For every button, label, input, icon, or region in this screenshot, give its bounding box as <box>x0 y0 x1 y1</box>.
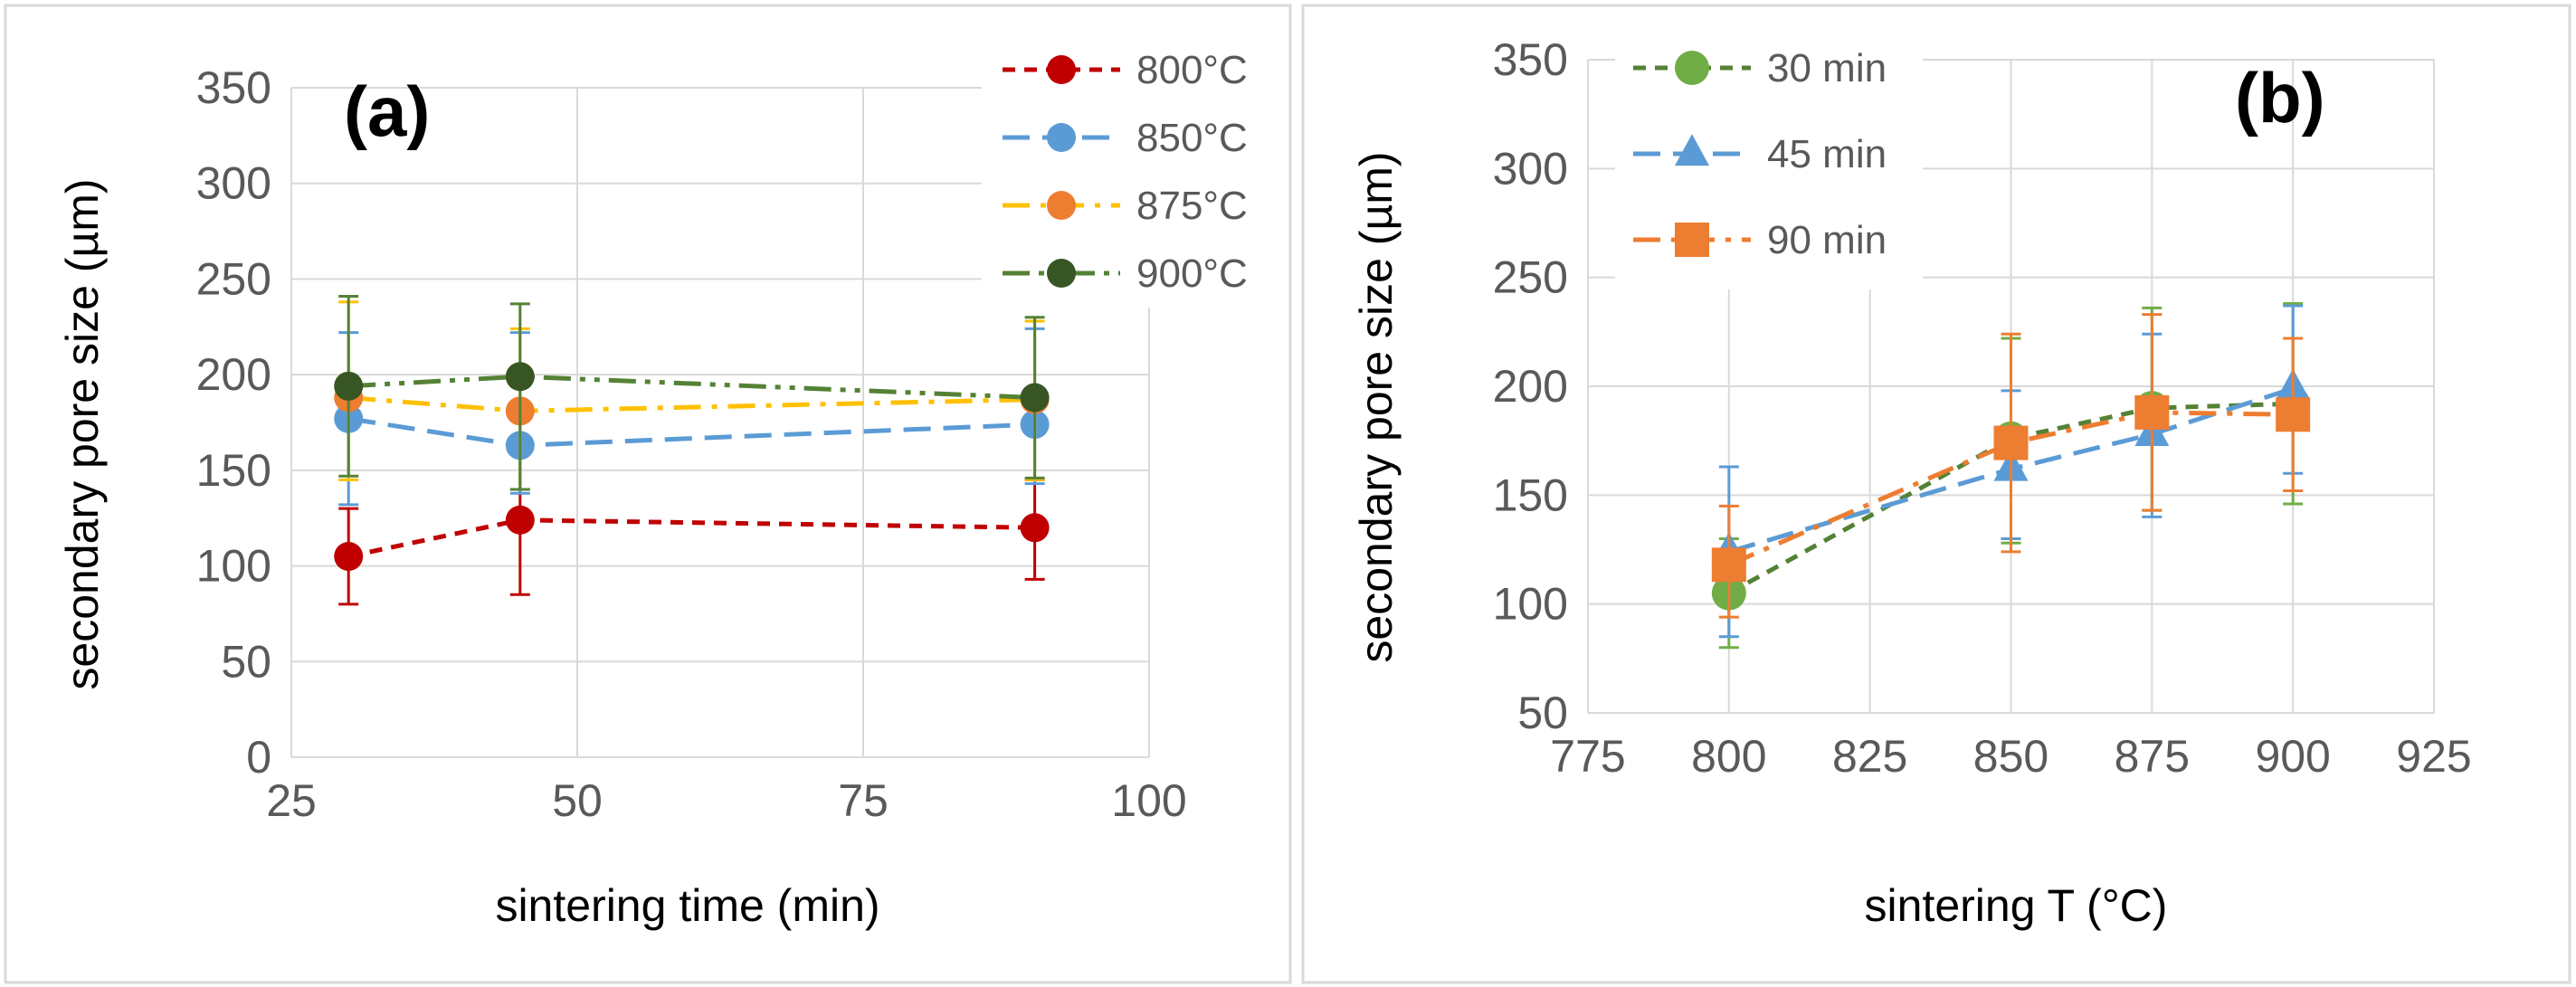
panel-a-x-tick-label: 100 <box>1111 775 1186 826</box>
panel-a-legend-marker <box>1047 55 1076 84</box>
panel-b-label: (b) <box>2235 58 2325 138</box>
panel-b-x-tick-label: 800 <box>1691 731 1766 782</box>
panel-a-legend-entry: 875°C <box>1003 184 1248 228</box>
panel-a-legend-entry: 850°C <box>1003 116 1248 160</box>
panel-a-legend: 800°C 850°C 875°C 900°C <box>1003 48 1248 296</box>
panel-b-legend-entry: 30 min <box>1633 46 1887 90</box>
panel-a-y-tick-label: 150 <box>196 445 271 496</box>
panel-a-y-axis-title: secondary pore size (µm) <box>57 178 108 689</box>
panel-b-data-point <box>1993 425 2029 460</box>
panel-a-data-point <box>334 542 364 571</box>
panel-a-data-point <box>1020 513 1050 543</box>
panel-a-y-tick-label: 0 <box>246 732 271 783</box>
panel-b-x-tick-label: 775 <box>1550 731 1625 782</box>
panel-a-label: (a) <box>344 71 430 151</box>
panel-a-legend-entry: 800°C <box>1003 48 1248 92</box>
panel-b: 50 100 150 200 250 300 350 775 800 825 850 875 900 9… <box>1351 32 2472 931</box>
panel-b-x-ticks: 775 800 825 850 875 900 925 <box>1550 731 2471 782</box>
panel-a-legend-marker <box>1047 123 1076 152</box>
panel-a-x-tick-label: 25 <box>266 775 317 826</box>
panel-a-y-tick-label: 50 <box>221 636 271 687</box>
panel-b-legend-box <box>1615 32 1923 289</box>
panel-b-series-2 <box>1711 313 2311 619</box>
panel-b-y-tick-label: 350 <box>1493 34 1568 85</box>
panel-b-data-point <box>2134 394 2170 430</box>
panel-a-legend-label: 800°C <box>1136 48 1248 92</box>
panel-a-data-point <box>1020 383 1050 413</box>
panel-b-y-tick-label: 250 <box>1493 252 1568 303</box>
panel-a-legend-label: 850°C <box>1136 116 1248 160</box>
panel-b-x-tick-label: 900 <box>2255 731 2330 782</box>
panel-a-data-point <box>505 362 535 392</box>
panel-a-legend-entry: 900°C <box>1003 251 1248 296</box>
panel-a: 0 50 100 150 200 250 300 350 25 50 75 100 (a) sint… <box>57 36 1280 931</box>
panel-a-series-3 <box>334 294 1050 491</box>
panel-b-legend: 30 min 45 min 90 min <box>1633 46 1887 262</box>
panel-b-series-layer <box>1711 302 2311 650</box>
panel-b-legend-label: 45 min <box>1767 132 1887 176</box>
panel-a-legend-label: 900°C <box>1136 251 1248 296</box>
panel-b-legend-marker <box>1675 134 1709 166</box>
panel-b-x-tick-label: 875 <box>2115 731 2190 782</box>
panel-b-x-tick-label: 925 <box>2396 731 2471 782</box>
panel-b-data-point <box>1711 547 1746 583</box>
panel-b-y-tick-label: 200 <box>1493 361 1568 412</box>
panel-b-y-tick-label: 150 <box>1493 470 1568 520</box>
panel-b-y-tick-label: 50 <box>1517 688 1568 738</box>
panel-b-x-tick-label: 825 <box>1832 731 1907 782</box>
panel-a-y-tick-label: 350 <box>196 62 271 113</box>
panel-a-legend-box <box>982 36 1280 308</box>
panel-b-legend-entry: 90 min <box>1633 218 1887 262</box>
panel-b-legend-label: 30 min <box>1767 46 1887 90</box>
panel-b-legend-entry: 45 min <box>1633 132 1887 176</box>
panel-a-x-tick-label: 75 <box>838 775 889 826</box>
panel-a-y-tick-label: 200 <box>196 349 271 400</box>
panel-b-y-ticks: 50 100 150 200 250 300 350 <box>1493 34 1568 738</box>
panel-a-y-tick-label: 250 <box>196 253 271 304</box>
panel-a-x-tick-label: 50 <box>552 775 603 826</box>
panel-b-legend-marker <box>1675 51 1709 85</box>
panel-a-y-tick-label: 100 <box>196 541 271 592</box>
panel-a-y-tick-label: 300 <box>196 158 271 209</box>
panel-a-legend-marker <box>1047 259 1076 288</box>
panel-b-series-line <box>1727 401 2294 595</box>
panel-a-series-0 <box>334 443 1050 606</box>
panel-a-x-axis-title: sintering time (min) <box>495 880 879 931</box>
panel-b-legend-label: 90 min <box>1767 218 1887 262</box>
panel-b-y-tick-label: 100 <box>1493 579 1568 630</box>
panel-a-x-ticks: 25 50 75 100 <box>266 775 1187 826</box>
panel-b-legend-marker <box>1675 223 1709 257</box>
panel-b-y-tick-label: 300 <box>1493 143 1568 194</box>
panel-a-y-ticks: 0 50 100 150 200 250 300 350 <box>196 62 271 783</box>
panel-b-x-axis-title: sintering T (°C) <box>1865 880 2168 931</box>
panel-a-data-point <box>505 505 535 535</box>
panel-a-series-layer <box>334 294 1050 606</box>
panel-a-legend-label: 875°C <box>1136 184 1248 228</box>
panel-b-y-axis-title: secondary pore size (µm) <box>1351 151 1402 662</box>
panel-b-series-line <box>1728 386 2294 555</box>
panel-b-data-point <box>2276 397 2311 432</box>
panel-b-x-tick-label: 850 <box>1973 731 2048 782</box>
panel-a-data-point <box>334 371 364 401</box>
panel-a-legend-marker <box>1047 191 1076 220</box>
